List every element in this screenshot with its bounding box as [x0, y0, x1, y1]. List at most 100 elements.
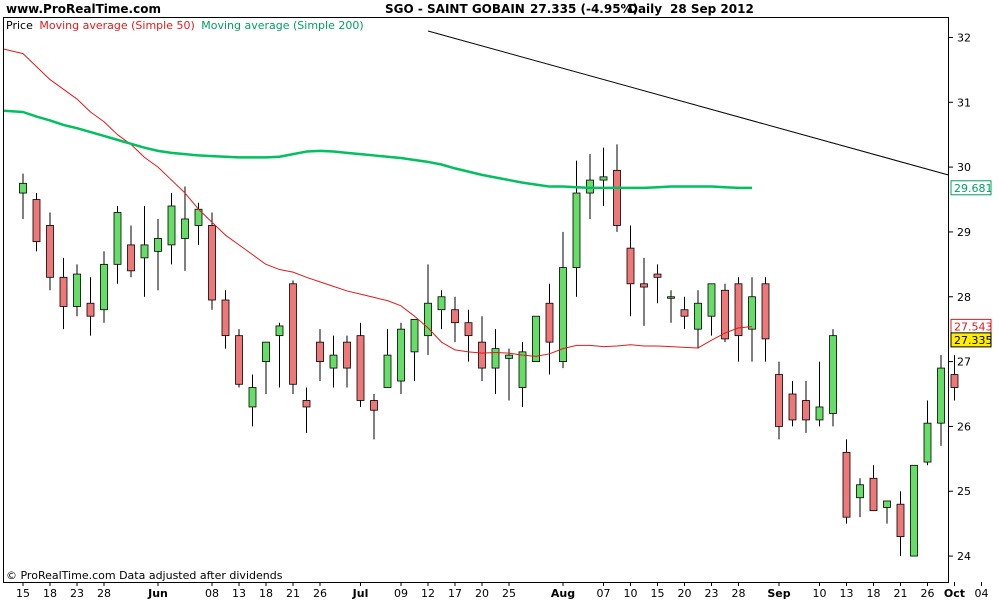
- x-tick-label: Jul: [352, 587, 369, 600]
- candle: [46, 212, 54, 291]
- candle: [653, 264, 662, 304]
- candle: [181, 186, 189, 271]
- chart-quote: 27.335 (-4.95%): [530, 2, 638, 16]
- candle-body: [572, 192, 581, 268]
- candle: [451, 296, 459, 343]
- candle: [937, 355, 945, 446]
- candle: [667, 290, 675, 323]
- candle-body: [46, 225, 54, 278]
- candle-body: [883, 500, 891, 508]
- candle-body: [937, 367, 945, 424]
- candle-body: [788, 393, 797, 421]
- candle: [518, 342, 527, 407]
- legend-price: Price: [6, 19, 33, 32]
- candle: [397, 322, 405, 394]
- y-tick-label: 31: [957, 96, 971, 109]
- chart-title: SGO - SAINT GOBAIN: [385, 2, 525, 16]
- x-tick-label: 13: [840, 587, 854, 600]
- candle: [356, 322, 365, 407]
- candle: [478, 316, 486, 382]
- candle-body: [383, 354, 392, 388]
- x-tick-label: Jun: [147, 587, 168, 600]
- candle-body: [100, 263, 108, 311]
- candle-body: [626, 247, 635, 285]
- candle: [167, 193, 176, 265]
- candle: [343, 335, 351, 388]
- y-tick-label: 28: [957, 291, 971, 304]
- candle-body: [451, 309, 459, 324]
- candle-body: [221, 299, 230, 337]
- candle: [316, 329, 324, 382]
- candle: [572, 160, 581, 297]
- ma50-value-label: 27.543: [954, 320, 993, 333]
- chart-period: Daily: [628, 2, 662, 16]
- candle-body: [896, 503, 905, 538]
- candle-body: [410, 319, 419, 353]
- legend-ma50: Moving average (Simple 50): [39, 19, 194, 32]
- candle: [208, 212, 216, 310]
- chart-date: 28 Sep 2012: [670, 2, 754, 16]
- candle-body: [707, 283, 716, 317]
- x-tick-label: 07: [597, 587, 611, 600]
- y-tick-label: 27: [957, 356, 971, 369]
- x-tick-label: 26: [921, 587, 935, 600]
- candle-body: [667, 296, 675, 299]
- candle: [491, 329, 500, 394]
- candle: [127, 225, 135, 278]
- candle-body: [734, 283, 743, 337]
- last-price-label: 27.335: [954, 334, 993, 347]
- candle: [464, 309, 473, 362]
- x-tick-label: 18: [867, 587, 881, 600]
- candle-body: [815, 406, 824, 421]
- ma50-line: [3, 48, 753, 357]
- x-tick-label: 20: [678, 587, 692, 600]
- x-tick-label: 08: [205, 587, 219, 600]
- candle-body: [505, 354, 513, 359]
- candle: [424, 264, 432, 356]
- x-tick-label: 20: [475, 587, 489, 600]
- x-tick-label: 10: [813, 587, 827, 600]
- candle: [896, 491, 905, 557]
- candle-body: [127, 244, 135, 272]
- candle: [370, 394, 378, 440]
- candle: [559, 231, 567, 369]
- candle-body: [559, 267, 567, 362]
- candle: [59, 257, 68, 330]
- candle-body: [154, 238, 162, 252]
- candle-body: [721, 289, 729, 340]
- candle-body: [86, 302, 95, 317]
- legend-ma200: Moving average (Simple 200): [201, 19, 363, 32]
- ma200-line: [3, 109, 752, 190]
- candle: [383, 329, 392, 388]
- x-tick-label: 21: [894, 587, 908, 600]
- candle: [856, 478, 864, 518]
- candle-body: [761, 283, 770, 340]
- x-tick-label: 15: [651, 587, 665, 600]
- candle: [802, 381, 810, 433]
- x-tick-label: 21: [286, 587, 300, 600]
- site-name: www.ProRealTime.com: [6, 2, 161, 16]
- candle: [626, 225, 635, 317]
- candle: [302, 387, 311, 433]
- candle-body: [302, 400, 311, 408]
- candle-body: [640, 283, 648, 288]
- candle: [869, 465, 878, 512]
- y-tick-label: 25: [957, 485, 971, 498]
- x-tick-label: 04: [975, 587, 989, 600]
- candle-body: [856, 484, 864, 499]
- lines-layer: [3, 30, 949, 357]
- x-tick-label: 25: [502, 587, 516, 600]
- candle-body: [694, 302, 702, 330]
- svg-text:Price Moving average (Simp: Price Moving average (Simple 50) Moving …: [6, 19, 364, 32]
- candle-body: [464, 322, 473, 337]
- x-tick-label: 23: [70, 587, 84, 600]
- x-tick-label: 17: [448, 587, 462, 600]
- candle-body: [653, 273, 662, 278]
- candle: [235, 329, 243, 388]
- candle-body: [275, 325, 284, 337]
- x-tick-label: 18: [259, 587, 273, 600]
- footer-note: © ProRealTime.com Data adjusted after di…: [6, 569, 283, 582]
- y-tick-label: 32: [957, 31, 971, 44]
- candle-body: [356, 335, 365, 401]
- candle-body: [113, 212, 122, 265]
